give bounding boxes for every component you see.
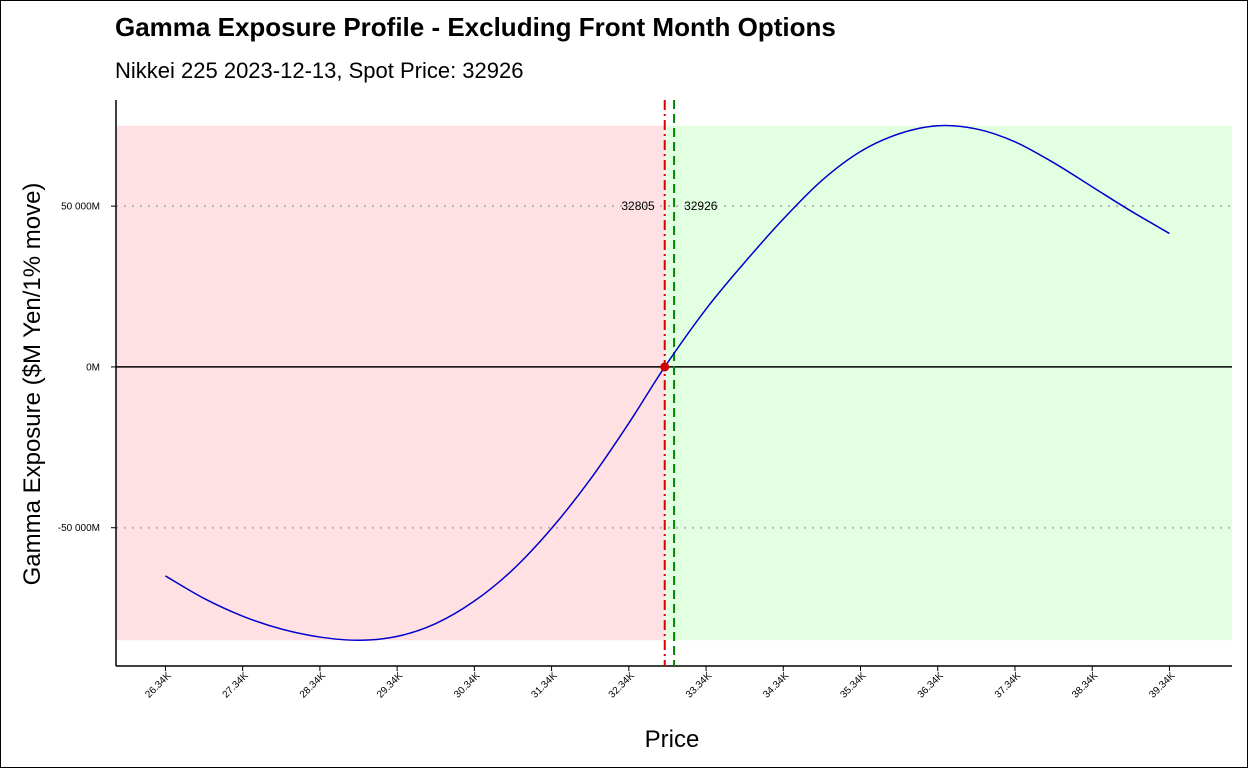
region-0 — [116, 125, 665, 641]
x-tick-label: 39.34K — [1147, 670, 1177, 700]
background-regions — [116, 125, 1232, 641]
x-tick-label: 30.34K — [452, 670, 482, 700]
x-tick-label: 36.34K — [916, 670, 946, 700]
series — [165, 124, 1170, 642]
x-tick-label: 27.34K — [221, 670, 251, 700]
chart-title: Gamma Exposure Profile - Excluding Front… — [115, 12, 836, 42]
x-tick-label: 28.34K — [298, 670, 328, 700]
x-tick-label: 31.34K — [530, 670, 560, 700]
reference-lines: 32805 32926 — [621, 100, 718, 666]
x-tick-label: 38.34K — [1070, 670, 1100, 700]
x-tick-label: 37.34K — [993, 670, 1023, 700]
y-tick-label: 0M — [86, 362, 100, 373]
x-axis-title: Price — [645, 726, 700, 753]
vline-label-32805: 32805 — [621, 199, 655, 213]
x-tick-label: 33.34K — [684, 670, 714, 700]
vline-label-32926: 32926 — [684, 199, 718, 213]
y-axis-title: Gamma Exposure ($M Yen/1% move) — [19, 183, 46, 586]
x-tick-label: 32.34K — [607, 670, 637, 700]
x-tick-label: 34.34K — [761, 670, 791, 700]
x-tick-label: 26.34K — [143, 670, 173, 700]
gridlines — [116, 205, 1232, 529]
region-1 — [664, 125, 1232, 641]
y-tick-label: 50 000M — [61, 202, 100, 213]
x-tick-label: 35.34K — [838, 670, 868, 700]
zero-crossing-point — [660, 362, 670, 372]
chart-subtitle: Nikkei 225 2023-12-13, Spot Price: 32926 — [115, 58, 524, 83]
y-tick-label: -50 000M — [58, 523, 100, 534]
x-tick-label: 29.34K — [375, 670, 405, 700]
